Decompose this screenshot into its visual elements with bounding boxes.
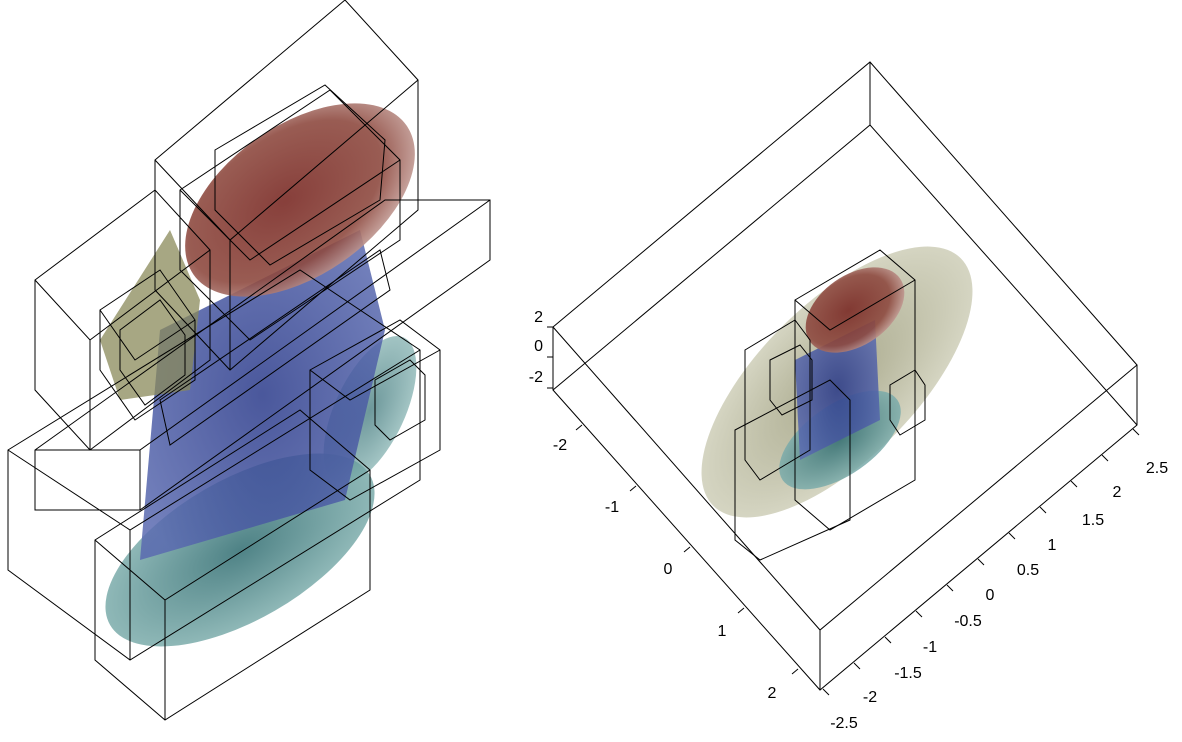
tick-label: -2 (529, 369, 543, 386)
tick-label: 0 (534, 338, 543, 355)
tick-label: 1.5 (1082, 512, 1104, 529)
tick-label: 2.5 (1146, 460, 1168, 477)
red-blob (185, 103, 415, 297)
wireframe (552, 61, 1138, 691)
tick-label: -1.5 (894, 665, 922, 682)
blue-blob (140, 230, 385, 560)
tick-label: 0 (664, 561, 673, 578)
tick-marks (547, 326, 1140, 696)
wireframe (7, 0, 491, 721)
left-render (7, 0, 491, 721)
tick-label: 2 (768, 685, 777, 702)
red-blob (805, 267, 905, 353)
tick-label: -1 (605, 499, 619, 516)
tick-label: 0.5 (1017, 562, 1039, 579)
x-ticks: -2 -1 0 1 2 (553, 437, 777, 702)
y-ticks: 2.5 2 1.5 1 0.5 0 -0.5 -1 -1.5 -2 -2.5 (830, 460, 1168, 732)
tick-label: 0 (986, 587, 995, 604)
blue-blob (795, 320, 880, 460)
tick-label: -1 (923, 639, 937, 656)
tick-label: -0.5 (954, 613, 982, 630)
tick-label: -2 (863, 689, 877, 706)
tick-label: 1 (718, 623, 727, 640)
olive-blob (100, 230, 200, 400)
tick-label: 2 (1113, 484, 1122, 501)
right-render: 2 0 -2 -2 -1 0 1 2 2.5 2 1.5 1 0.5 0 -0.… (529, 61, 1168, 732)
tick-label: -2 (553, 437, 567, 454)
tick-label: -2.5 (830, 715, 858, 732)
tick-label: 1 (1048, 537, 1057, 554)
tick-label: 2 (534, 309, 543, 326)
z-ticks: 2 0 -2 (529, 309, 543, 386)
